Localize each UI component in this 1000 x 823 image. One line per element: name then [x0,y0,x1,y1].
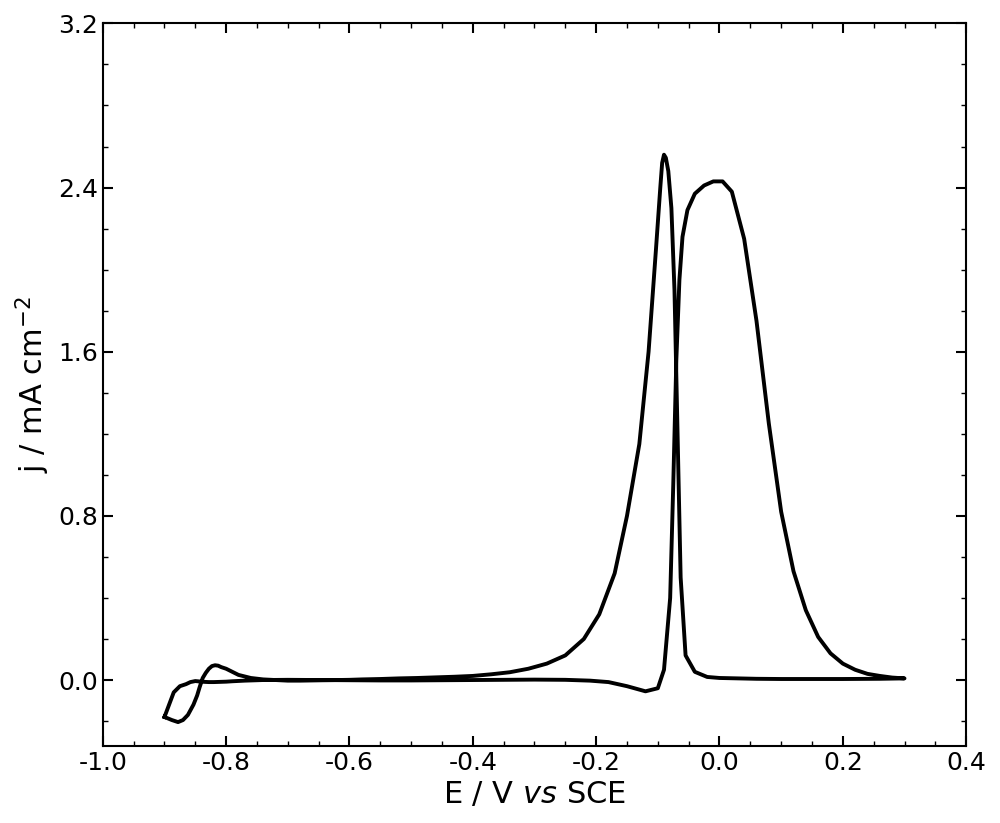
X-axis label: E / V $\mathit{vs}$ SCE: E / V $\mathit{vs}$ SCE [443,780,626,809]
Y-axis label: j / mA cm$^{-2}$: j / mA cm$^{-2}$ [14,296,52,473]
